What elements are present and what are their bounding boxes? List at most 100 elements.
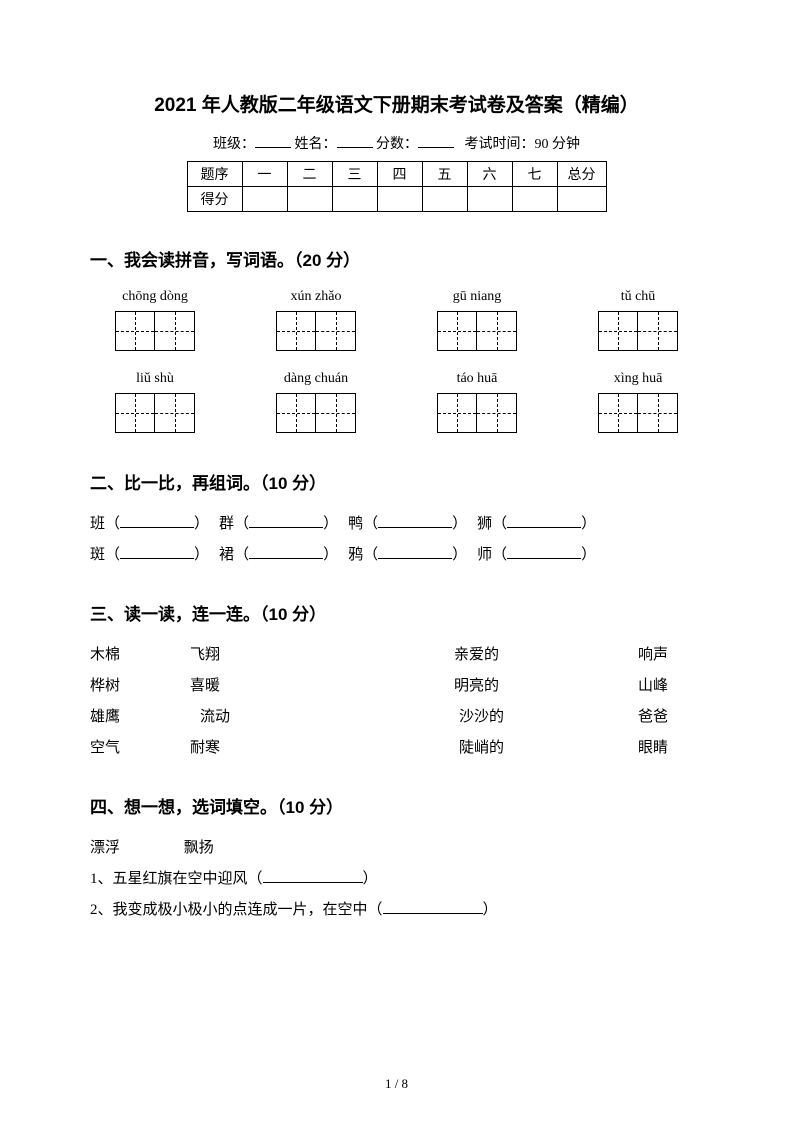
pinyin-text: táo huā xyxy=(412,371,542,387)
sentence: 2、我变成极小极小的点连成一片，在空中（ xyxy=(90,902,383,918)
score-cell[interactable] xyxy=(242,187,287,212)
char: 群 xyxy=(219,512,234,533)
pinyin-text: dàng chuán xyxy=(251,371,381,387)
pinyin-text: xìng huā xyxy=(573,371,703,387)
word: 漂浮 xyxy=(90,840,120,856)
fill-blank[interactable] xyxy=(249,544,323,559)
word: 明亮的 xyxy=(350,674,583,695)
col-head: 五 xyxy=(422,162,467,187)
fill-blank[interactable] xyxy=(507,513,581,528)
col-head: 七 xyxy=(512,162,557,187)
word: 沙沙的 xyxy=(360,705,603,726)
pinyin-text: chōng dòng xyxy=(90,289,220,305)
info-line: 班级： 姓名： 分数： 考试时间：90 分钟 xyxy=(90,133,703,153)
char-boxes[interactable] xyxy=(251,311,381,351)
score-cell[interactable] xyxy=(512,187,557,212)
char-boxes[interactable] xyxy=(90,311,220,351)
word: 眼睛 xyxy=(603,736,703,757)
compare-item: 班（） xyxy=(90,512,209,533)
score-cell[interactable] xyxy=(332,187,377,212)
word: 耐寒 xyxy=(190,736,350,757)
match-row: 木棉 飞翔 亲爱的 响声 xyxy=(90,643,703,664)
section3-title: 三、读一读，连一连。（10 分） xyxy=(90,600,703,625)
score-cell[interactable] xyxy=(467,187,512,212)
char-boxes[interactable] xyxy=(412,393,542,433)
col-head: 一 xyxy=(242,162,287,187)
fill-blank[interactable] xyxy=(120,513,194,528)
pinyin-text: gū niang xyxy=(412,289,542,305)
section3-body: 木棉 飞翔 亲爱的 响声 桦树 喜暖 明亮的 山峰 雄鹰 流动 沙沙的 爸爸 空… xyxy=(90,643,703,757)
pinyin-row: chōng dòng xún zhǎo gū niang tǔ chū xyxy=(90,289,703,351)
word: 喜暖 xyxy=(190,674,350,695)
match-row: 雄鹰 流动 沙沙的 爸爸 xyxy=(90,705,703,726)
name-blank[interactable] xyxy=(337,133,373,148)
paren-close: ） xyxy=(363,871,378,887)
score-cell[interactable] xyxy=(377,187,422,212)
word: 亲爱的 xyxy=(350,643,603,664)
compare-item: 斑（） xyxy=(90,543,209,564)
section4-title: 四、想一想，选词填空。（10 分） xyxy=(90,793,703,818)
table-row: 得分 xyxy=(187,187,606,212)
char-boxes[interactable] xyxy=(573,311,703,351)
col-head: 二 xyxy=(287,162,332,187)
pinyin-text: tǔ chū xyxy=(573,289,703,305)
word: 响声 xyxy=(603,643,703,664)
class-label: 班级： xyxy=(213,137,255,152)
compare-item: 鸦（） xyxy=(348,543,467,564)
fill-blank[interactable] xyxy=(378,513,452,528)
fill-blank[interactable] xyxy=(378,544,452,559)
char-boxes[interactable] xyxy=(251,393,381,433)
time-label: 考试时间：90 分钟 xyxy=(465,137,581,152)
pinyin-item: liǔ shù xyxy=(90,371,220,433)
section2-body: 班（） 群（） 鸭（） 狮（） 斑（） 裙（） 鸦（） 师（） xyxy=(90,512,703,564)
word: 流动 xyxy=(190,705,360,726)
section1-title: 一、我会读拼音，写词语。（20 分） xyxy=(90,246,703,271)
char: 斑 xyxy=(90,543,105,564)
word: 空气 xyxy=(90,736,190,757)
compare-item: 裙（） xyxy=(219,543,338,564)
fill-blank[interactable] xyxy=(263,868,363,883)
char: 师 xyxy=(477,543,492,564)
word: 飘扬 xyxy=(184,840,214,856)
row1-label: 题序 xyxy=(187,162,242,187)
char: 鸭 xyxy=(348,512,363,533)
fill-blank[interactable] xyxy=(383,899,483,914)
page: 2021 年人教版二年级语文下册期末考试卷及答案（精编） 班级： 姓名： 分数：… xyxy=(0,0,793,1122)
compare-line: 斑（） 裙（） 鸦（） 师（） xyxy=(90,543,703,564)
char: 狮 xyxy=(477,512,492,533)
score-cell[interactable] xyxy=(422,187,467,212)
col-head: 六 xyxy=(467,162,512,187)
pinyin-item: táo huā xyxy=(412,371,542,433)
match-row: 空气 耐寒 陡峭的 眼睛 xyxy=(90,736,703,757)
compare-item: 师（） xyxy=(477,543,596,564)
col-head: 总分 xyxy=(557,162,606,187)
compare-item: 鸭（） xyxy=(348,512,467,533)
pinyin-text: liǔ shù xyxy=(90,371,220,387)
section4-body: 漂浮 飘扬 1、五星红旗在空中迎风（ ） 2、我变成极小极小的点连成一片，在空中（… xyxy=(90,836,703,919)
page-title: 2021 年人教版二年级语文下册期末考试卷及答案（精编） xyxy=(90,90,703,117)
fill-blank[interactable] xyxy=(120,544,194,559)
fill-line: 2、我变成极小极小的点连成一片，在空中（） xyxy=(90,898,703,919)
fill-blank[interactable] xyxy=(249,513,323,528)
pinyin-text: xún zhǎo xyxy=(251,289,381,305)
page-number: 1 / 8 xyxy=(0,1076,793,1092)
word: 桦树 xyxy=(90,674,190,695)
row2-label: 得分 xyxy=(187,187,242,212)
char: 班 xyxy=(90,512,105,533)
compare-item: 狮（） xyxy=(477,512,596,533)
word: 木棉 xyxy=(90,643,190,664)
char-boxes[interactable] xyxy=(90,393,220,433)
char-boxes[interactable] xyxy=(412,311,542,351)
score-table: 题序 一 二 三 四 五 六 七 总分 得分 xyxy=(187,161,607,212)
score-cell[interactable] xyxy=(287,187,332,212)
word: 陡峭的 xyxy=(350,736,603,757)
word: 飞翔 xyxy=(190,643,350,664)
class-blank[interactable] xyxy=(255,133,291,148)
char-boxes[interactable] xyxy=(573,393,703,433)
fill-blank[interactable] xyxy=(507,544,581,559)
score-blank[interactable] xyxy=(418,133,454,148)
pinyin-item: xìng huā xyxy=(573,371,703,433)
sentence: 1、五星红旗在空中迎风（ xyxy=(90,871,263,887)
score-cell[interactable] xyxy=(557,187,606,212)
fill-line: 1、五星红旗在空中迎风（ ） xyxy=(90,867,703,888)
